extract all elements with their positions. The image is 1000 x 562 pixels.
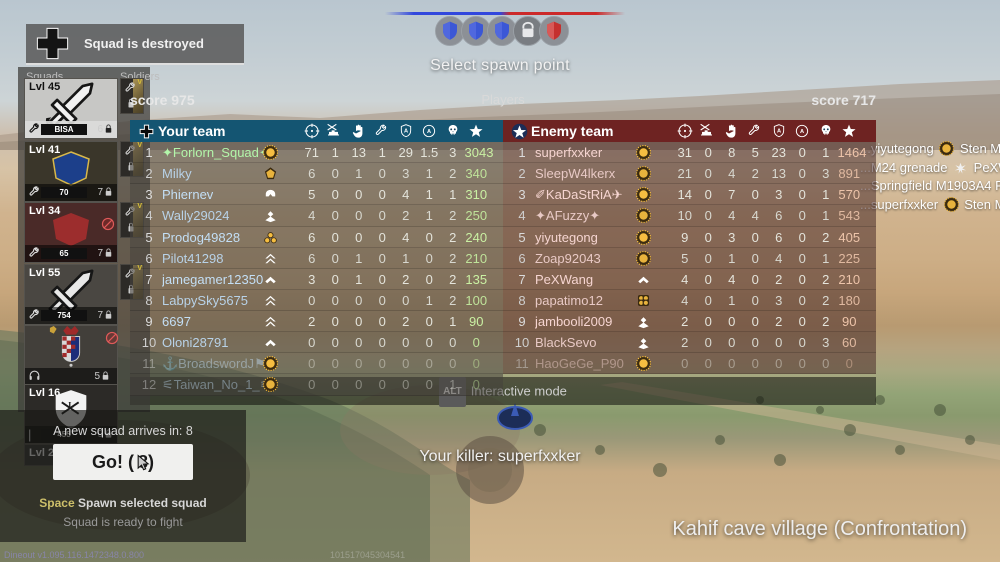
svg-text:A: A (800, 129, 804, 135)
svg-text:A: A (404, 129, 408, 135)
svg-text:A: A (777, 129, 781, 135)
svg-text:A: A (427, 129, 431, 135)
svg-text:L: L (68, 399, 74, 409)
